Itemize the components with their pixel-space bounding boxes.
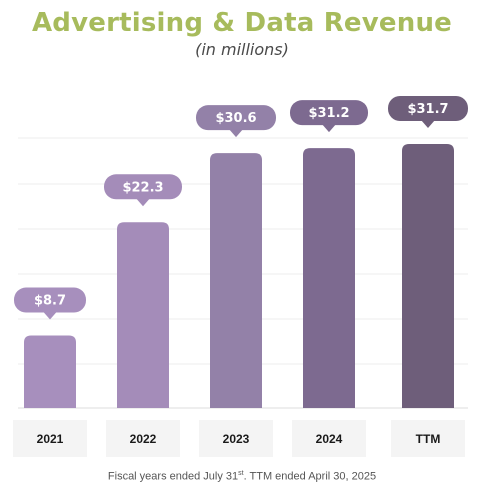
data-label: $8.7 [34, 294, 66, 309]
category-box [106, 420, 180, 457]
data-label: $31.2 [308, 106, 349, 121]
bar-2023 [210, 153, 262, 408]
footnote: Fiscal years ended July 31st. TTM ended … [0, 470, 484, 483]
data-label-pointer [229, 129, 243, 138]
data-label-bubble [388, 96, 468, 121]
data-label-pointer [136, 198, 150, 207]
x-tick-label: 2024 [316, 432, 343, 446]
data-label-bubble [196, 105, 276, 131]
data-label-bubble [290, 100, 368, 126]
category-box [199, 420, 273, 457]
chart-title: Advertising & Data Revenue [31, 8, 452, 38]
data-label: $31.7 [407, 102, 448, 117]
data-label: $22.3 [122, 180, 163, 195]
x-tick-label: 2022 [130, 432, 157, 446]
footnote-prefix: Fiscal years ended July 31 [107, 470, 239, 483]
footnote-sup: st [238, 470, 244, 477]
data-label-pointer [421, 120, 435, 128]
bar-2024 [303, 148, 355, 408]
data-label: $30.6 [215, 111, 256, 126]
data-label-pointer [322, 124, 336, 133]
x-tick-label: 2021 [37, 432, 64, 446]
category-box [13, 420, 87, 457]
chart-subtitle: (in millions) [195, 40, 289, 59]
x-tick-label: TTM [416, 432, 441, 446]
footnote-suffix: . TTM ended April 30, 2025 [243, 470, 377, 483]
bar-2022 [117, 222, 169, 408]
category-box [391, 420, 465, 457]
bar-ttm [402, 144, 454, 408]
data-label-bubble [104, 174, 182, 200]
category-box [292, 420, 366, 457]
x-tick-label: 2023 [223, 432, 250, 446]
data-label-bubble [14, 287, 86, 313]
bar-2021 [24, 335, 76, 408]
data-label-pointer [43, 311, 57, 320]
